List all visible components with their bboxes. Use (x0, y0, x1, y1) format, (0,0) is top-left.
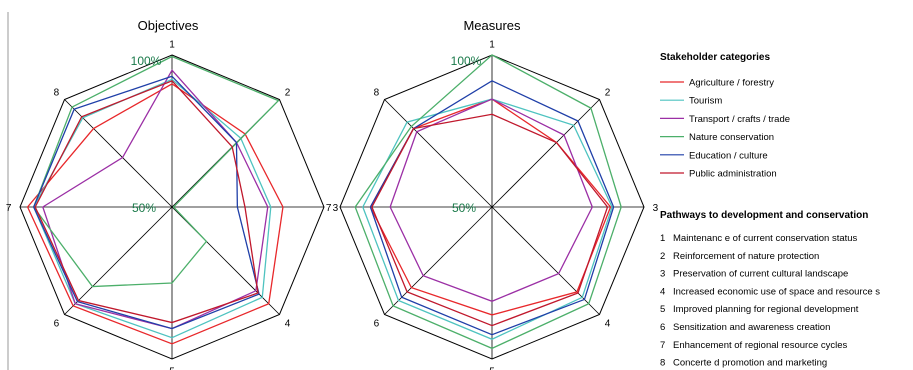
axis-label: 7 (6, 203, 12, 214)
pathway-number: 3 (660, 269, 665, 280)
pathway-label: Reinforcement of nature protection (673, 251, 819, 262)
pathway-number: 7 (660, 340, 665, 351)
radar-spoke (491, 99, 600, 208)
series-public-administration (34, 80, 259, 324)
pathway-label: Enhancement of regional resource cycles (673, 340, 848, 351)
series-agriculture-forestry (26, 83, 284, 345)
axis-label: 4 (605, 319, 611, 330)
pathway-number: 5 (660, 304, 665, 315)
pathway-number: 2 (660, 251, 665, 262)
axis-label: 6 (54, 319, 60, 330)
axis-label: 3 (333, 203, 339, 214)
pathway-number: 6 (660, 322, 665, 333)
ring-label: 100% (131, 54, 162, 68)
pathway-label: Increased economic use of space and reso… (673, 286, 880, 297)
axis-label: 5 (169, 366, 175, 370)
axis-label: 3 (653, 203, 659, 214)
pathway-number: 1 (660, 233, 665, 244)
pathway-label: Improved planning for regional developme… (673, 304, 859, 315)
series-public-administration (371, 113, 609, 327)
axis-label: 2 (605, 87, 611, 98)
legend-item-label: Public administration (689, 169, 777, 180)
axis-label: 8 (374, 87, 380, 98)
series-tourism (362, 98, 613, 340)
pathway-number: 4 (660, 286, 665, 297)
legend-item-label: Tourism (689, 96, 722, 107)
series-education-culture (32, 75, 260, 330)
legend-stakeholder-title: Stakeholder categories (660, 52, 770, 63)
pathway-label: Concerte d promotion and marketing (673, 358, 827, 369)
radar-spoke (491, 206, 600, 315)
legend-item-label: Nature conservation (689, 132, 774, 143)
pathway-label: Preservation of current cultural landsca… (673, 269, 848, 280)
chart-title: Objectives (138, 18, 199, 33)
axis-label: 4 (285, 319, 291, 330)
pathway-number: 8 (660, 358, 665, 369)
legend-item-label: Agriculture / forestry (689, 78, 774, 89)
ring-label: 50% (132, 201, 156, 215)
radar-spoke (384, 99, 493, 208)
ring-label: 100% (451, 54, 482, 68)
axis-label: 6 (374, 319, 380, 330)
legend-pathways-title: Pathways to development and conservation (660, 210, 868, 221)
chart-title: Measures (463, 18, 521, 33)
radar-chart-measures: Measures 1 2 3 4 5 6 7 8 100% 50% (326, 18, 659, 370)
series-nature-conservation (354, 54, 622, 350)
axis-label: 2 (285, 87, 291, 98)
radar-spoke (64, 206, 173, 315)
radar-spoke (384, 206, 493, 315)
axis-label: 7 (326, 203, 332, 214)
legend-item-label: Transport / crafts / trade (689, 114, 790, 125)
series-nature-conservation (32, 55, 280, 288)
legend-item-label: Education / culture (689, 150, 768, 161)
ring-label: 50% (452, 201, 476, 215)
axis-label: 5 (489, 366, 495, 370)
axis-label: 1 (169, 40, 175, 51)
pathway-label: Maintenanc e of current conservation sta… (673, 233, 858, 244)
radar-chart-objectives: Objectives 1 2 3 4 5 6 7 8 100% 50% (6, 18, 339, 370)
radar-spoke (64, 99, 173, 208)
axis-label: 8 (54, 87, 60, 98)
legend: Stakeholder categories Agriculture / for… (660, 52, 880, 369)
axis-label: 1 (489, 40, 495, 51)
pathway-label: Sensitization and awareness creation (673, 322, 830, 333)
series-transport-crafts-trade (389, 98, 594, 302)
